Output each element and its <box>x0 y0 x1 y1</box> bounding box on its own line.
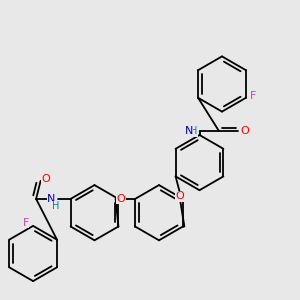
Text: N: N <box>184 126 193 136</box>
Text: O: O <box>240 126 249 136</box>
Text: O: O <box>116 194 125 204</box>
Text: F: F <box>22 218 29 228</box>
Text: O: O <box>176 191 184 201</box>
Text: H: H <box>52 201 59 212</box>
Text: F: F <box>250 91 256 101</box>
Text: H: H <box>190 126 197 136</box>
Text: O: O <box>42 173 50 184</box>
Text: N: N <box>47 194 56 204</box>
